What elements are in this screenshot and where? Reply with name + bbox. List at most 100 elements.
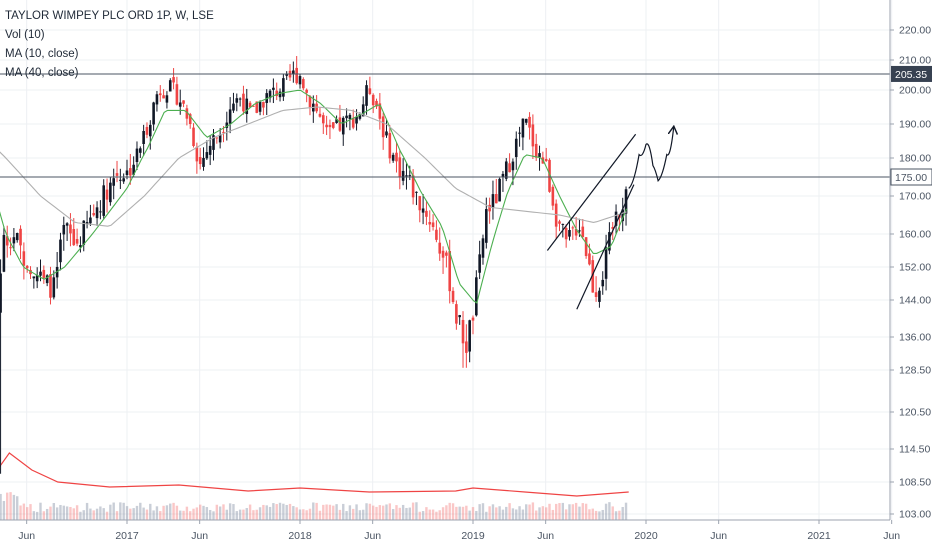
volume-bar (425, 507, 428, 520)
x-tick-label: Jun (883, 530, 900, 542)
volume-bar (458, 506, 461, 520)
legend-volume[interactable]: Vol (10) (5, 29, 45, 41)
x-tick-label: 2020 (634, 530, 658, 542)
volume-bar (455, 506, 458, 520)
volume-bar (591, 508, 594, 520)
volume-bar (82, 510, 85, 520)
candle-body (368, 88, 372, 95)
volume-bar (208, 509, 212, 520)
candle-body (222, 131, 225, 133)
volume-bar (255, 509, 258, 520)
volume-bar (564, 509, 568, 520)
chart-legend: TAYLOR WIMPEY PLC ORD 1P, W, LSE Vol (10… (5, 7, 214, 83)
y-tick-label: 210.00 (899, 55, 931, 67)
candle-body (105, 189, 109, 200)
volume-bar (544, 507, 548, 520)
candle-body (205, 152, 209, 159)
volume-bar (112, 502, 115, 520)
projection-arrow[interactable] (628, 127, 674, 189)
volume-bar (312, 502, 315, 520)
candle-body (85, 222, 89, 224)
volume-bar (172, 502, 175, 520)
candle-body (388, 133, 392, 159)
volume-bar (495, 507, 498, 520)
y-tick-label: 200.00 (899, 85, 931, 97)
candle-body (182, 100, 185, 104)
volume-bar (371, 505, 375, 520)
symbol-title[interactable]: TAYLOR WIMPEY PLC ORD 1P, W, LSE (5, 10, 214, 22)
volume-bar (568, 504, 571, 520)
candle-body (448, 251, 452, 292)
candle-body (195, 146, 199, 162)
volume-ma-line (0, 452, 629, 497)
volume-bar (391, 509, 395, 520)
y-tick-label: 120.50 (899, 407, 931, 419)
volume-bar (212, 511, 215, 520)
candle-body (531, 124, 535, 147)
candle-body (335, 119, 338, 123)
chart-grid (0, 0, 893, 520)
candle-body (165, 95, 169, 103)
volume-bar (468, 510, 471, 520)
candle-body (408, 175, 412, 177)
candle-body (148, 124, 152, 137)
volume-bar (129, 508, 132, 520)
wedge-upper-trendline[interactable] (546, 133, 637, 251)
volume-bar (205, 507, 209, 520)
candle-body (52, 277, 56, 298)
volume-bar (362, 509, 365, 520)
volume-bar (511, 508, 515, 520)
candle-body (62, 224, 66, 235)
volume-bar (175, 505, 179, 520)
x-tick-label: Jun (537, 530, 554, 542)
volume-bar (584, 503, 588, 520)
candle-body (435, 229, 438, 240)
y-tick-label: 114.50 (899, 444, 930, 456)
volume-bar (115, 511, 119, 520)
volume-bar (368, 503, 372, 520)
candle-body (341, 117, 345, 135)
legend-ma-10[interactable]: MA (10, close) (5, 48, 79, 60)
candle-body (598, 290, 601, 302)
candle-body (365, 85, 368, 106)
volume-bar (238, 509, 242, 520)
volume-bar (431, 509, 435, 520)
volume-bar (292, 506, 295, 520)
candle-body (99, 211, 102, 213)
candle-body (245, 98, 249, 115)
candle-body (378, 103, 382, 119)
candle-body (345, 115, 348, 119)
volume-bar (45, 508, 49, 520)
volume-bar (538, 507, 541, 520)
volume-bar (165, 505, 169, 520)
y-tick-label: 220.00 (899, 25, 931, 37)
candle-body (75, 239, 79, 244)
volume-bar (59, 504, 62, 520)
volume-bar (295, 507, 298, 520)
volume-bar (365, 503, 368, 520)
volume-bar (478, 504, 481, 520)
volume-bar (554, 503, 558, 520)
candle-body (501, 173, 505, 178)
candle-body (272, 87, 275, 90)
legend-ma-40[interactable]: MA (40, close) (5, 67, 79, 79)
candle-body (338, 117, 342, 131)
candle-body (521, 118, 525, 138)
volume-bar (225, 509, 229, 520)
candle-body (561, 223, 565, 225)
candle-body (178, 102, 182, 107)
volume-bar (49, 506, 52, 520)
candle-body (371, 94, 375, 106)
candle-body (428, 221, 432, 225)
volume-bar (518, 506, 521, 520)
candle-body (308, 96, 312, 108)
candle-body (139, 148, 142, 153)
candle-body (69, 224, 72, 234)
volume-bar (528, 504, 531, 520)
volume-bar (142, 507, 145, 520)
volume-bar (169, 503, 172, 520)
candle-body (425, 210, 428, 217)
wedge-lower-trendline[interactable] (576, 184, 635, 310)
candle-body (581, 226, 585, 237)
